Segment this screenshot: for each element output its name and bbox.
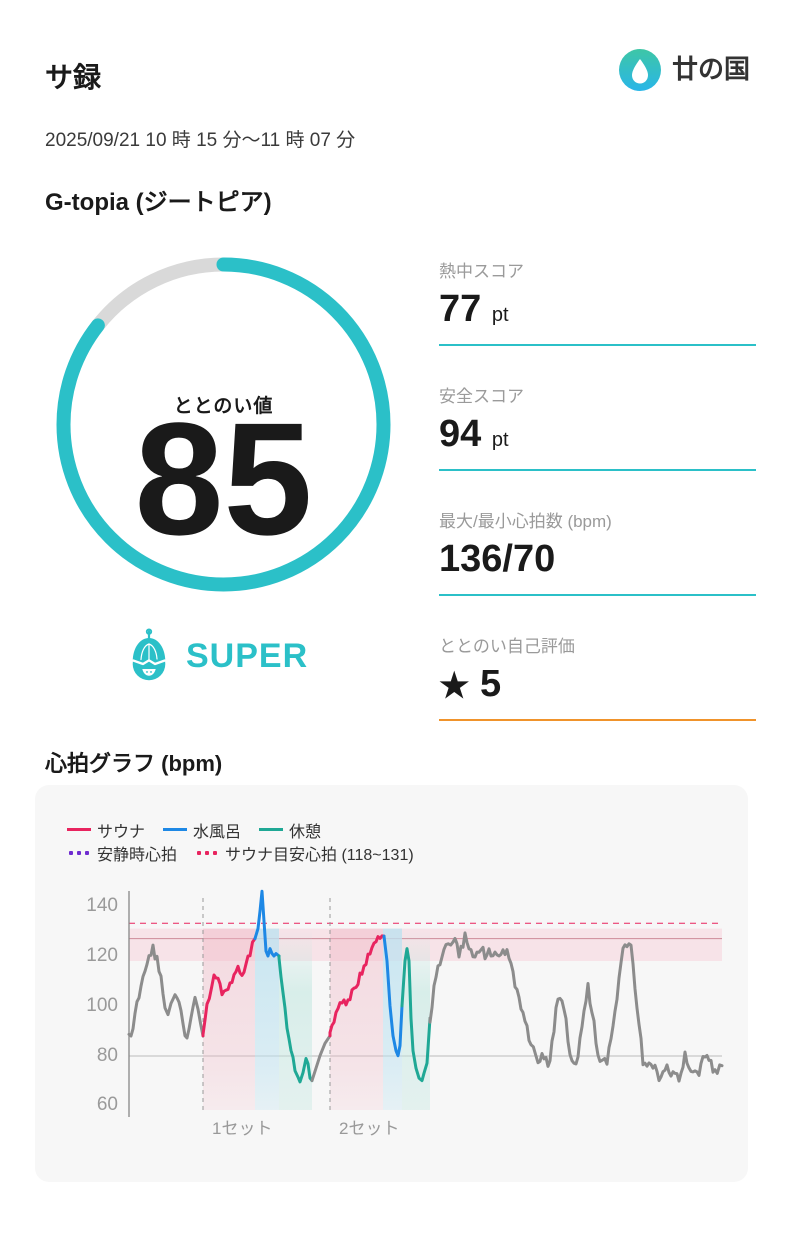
svg-text:1セット: 1セット xyxy=(212,1119,272,1138)
svg-text:2セット: 2セット xyxy=(339,1119,399,1138)
svg-text:120: 120 xyxy=(86,945,118,966)
svg-text:100: 100 xyxy=(86,995,118,1016)
svg-text:80: 80 xyxy=(97,1045,118,1066)
svg-text:60: 60 xyxy=(97,1094,118,1115)
svg-text:140: 140 xyxy=(86,895,118,916)
